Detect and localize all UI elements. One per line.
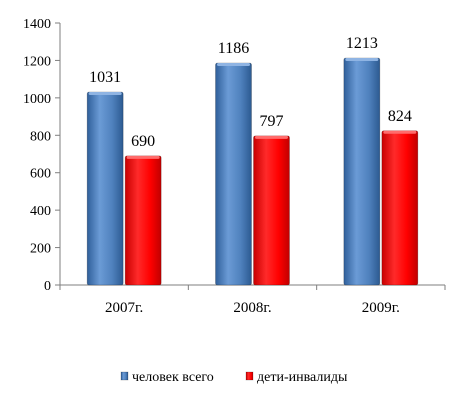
bar-disabled-children[interactable] (253, 135, 290, 286)
data-label: 690 (131, 133, 155, 150)
y-tick-label: 600 (30, 167, 51, 182)
chart-bars (86, 57, 419, 286)
data-label: 797 (260, 113, 284, 130)
bar-total[interactable] (343, 57, 381, 286)
chart-axes: 0 200 400 600 800 1000 1200 1400 2007г. 2008г. 200… (23, 17, 446, 316)
bar-top-highlight (345, 57, 379, 61)
data-label: 1186 (218, 40, 249, 57)
bar-top-highlight (126, 155, 160, 159)
data-label: 824 (388, 108, 412, 125)
x-tick-label: 2007г. (105, 300, 143, 316)
legend-swatch (120, 371, 129, 381)
y-tick-label: 0 (44, 279, 51, 294)
bar-top-highlight (88, 92, 122, 96)
x-tick-label: 2008г. (233, 300, 271, 316)
data-label: 1213 (346, 35, 378, 52)
y-tick-label: 1000 (23, 92, 51, 107)
legend-label: человек всего (132, 370, 214, 385)
y-tick-label: 400 (30, 204, 51, 219)
bar-disabled-children[interactable] (381, 130, 419, 286)
y-tick-label: 200 (30, 242, 51, 257)
x-tick-label: 2009г. (362, 300, 400, 316)
y-tick-label: 800 (30, 129, 51, 144)
bar-total[interactable] (86, 91, 124, 286)
legend-label: дети-инвалиды (257, 370, 348, 385)
y-tick-label: 1400 (23, 17, 51, 32)
bar-total[interactable] (215, 62, 252, 286)
y-tick-label: 1200 (23, 54, 51, 69)
data-label: 1031 (89, 69, 121, 86)
chart-data-labels: 1031 1186 1213 690 797 824 (89, 35, 412, 150)
bar-top-highlight (217, 63, 250, 67)
bar-top-highlight (255, 135, 288, 139)
bar-top-highlight (383, 130, 417, 134)
bar-disabled-children[interactable] (124, 155, 162, 286)
legend-swatch (245, 371, 254, 381)
chart-legend: человек всего дети-инвалиды (120, 370, 348, 385)
